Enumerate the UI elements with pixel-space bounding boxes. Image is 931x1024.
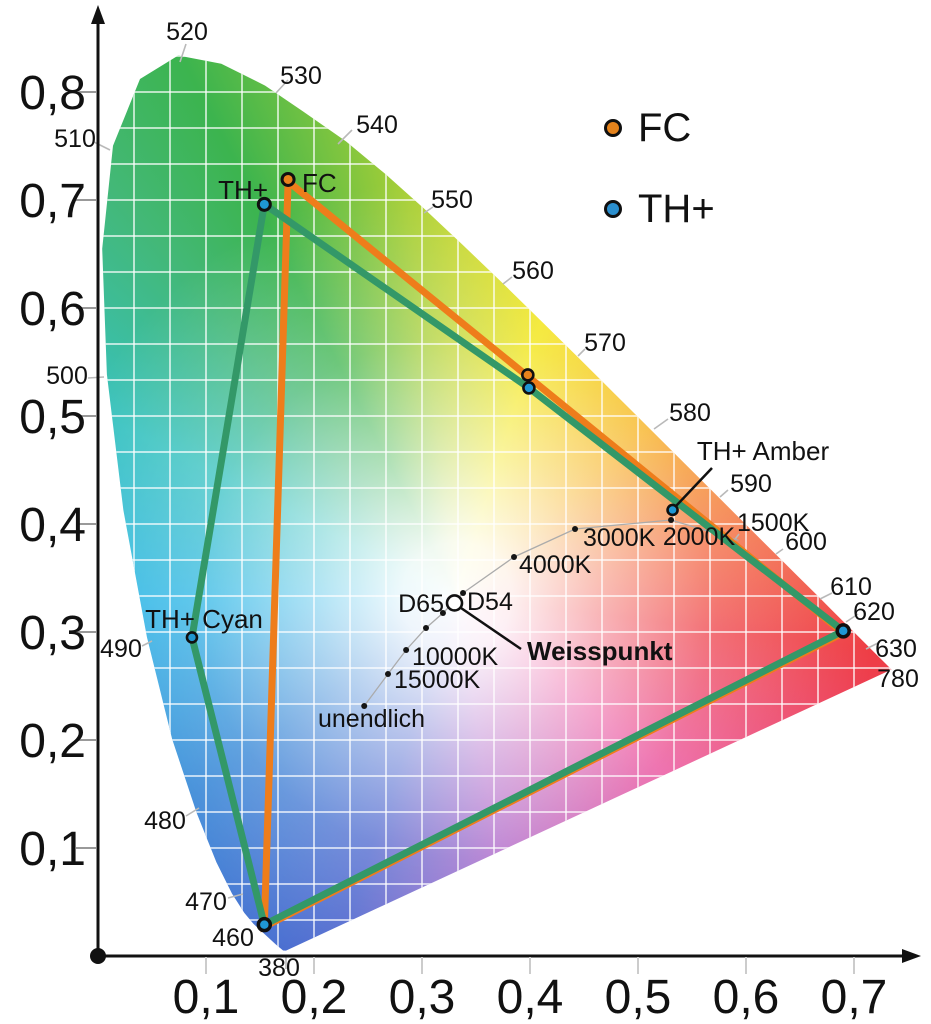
wavelength-label-510: 510 <box>54 125 96 153</box>
y-tick-label: 0,8 <box>19 67 86 120</box>
y-tick-label: 0,7 <box>19 175 86 228</box>
wavelength-label-470: 470 <box>185 888 227 916</box>
wavelength-leader-line <box>227 893 244 899</box>
legend-item-th: TH+ <box>604 183 715 235</box>
marker-th-green-primary <box>256 196 272 212</box>
wavelength-leader-line <box>819 592 833 600</box>
wavelength-leader-line <box>719 489 729 498</box>
planckian-label-2000K: 2000K <box>663 523 736 551</box>
annotation-th-amber: TH+ Amber <box>697 436 830 466</box>
wavelength-leader-line <box>179 43 187 63</box>
planckian-label-4000K: 4000K <box>519 551 592 579</box>
planckian-label-1500K: 1500K <box>737 509 810 537</box>
wavelength-leader-line <box>653 418 669 430</box>
origin-dot <box>90 948 106 964</box>
legend-label-th: TH+ <box>638 186 715 231</box>
x-axis-arrow <box>902 949 921 963</box>
y-tick-label: 0,2 <box>19 715 86 768</box>
x-tick-label: 0,5 <box>605 971 672 1024</box>
wavelength-leader-line <box>93 141 111 151</box>
planckian-label-unendlich: unendlich <box>318 705 425 733</box>
marker-th-amber-point <box>666 503 679 517</box>
marker-shared-blue-primary <box>256 916 273 933</box>
annotation-th-: TH+ <box>218 175 268 205</box>
annotation-th-cyan: TH+ Cyan <box>145 604 263 634</box>
wavelength-label-630: 630 <box>875 635 917 663</box>
wavelength-leader-line <box>845 613 859 623</box>
planckian-dot-unendlich <box>361 702 368 709</box>
gamut-th-polygon <box>188 198 850 930</box>
annotation-weisspunkt: Weisspunkt <box>527 636 673 666</box>
y-axis-arrow <box>91 5 105 24</box>
wavelength-label-610: 610 <box>830 573 872 601</box>
wavelength-leader-line <box>337 129 353 145</box>
planckian-dot-D65 <box>422 625 429 632</box>
wavelength-leader-line <box>141 640 153 647</box>
wavelength-label-620: 620 <box>853 598 895 626</box>
x-tick-label: 0,1 <box>173 971 240 1024</box>
planckian-dot-10000K <box>403 647 410 654</box>
planckian-label-D65: D65 <box>398 590 444 618</box>
x-tick-label: 0,3 <box>389 971 456 1024</box>
wavelength-leader-line <box>577 348 586 357</box>
wavelength-label-600: 600 <box>785 528 827 556</box>
wavelength-label-480: 480 <box>144 807 186 835</box>
x-tick-label: 0,7 <box>821 971 888 1024</box>
y-tick-label: 0,6 <box>19 283 86 336</box>
wavelength-label-560: 560 <box>512 257 554 285</box>
wavelength-leader-line <box>865 641 881 650</box>
x-tick-label: 0,4 <box>497 971 564 1024</box>
planckian-dot-D54 <box>460 590 467 597</box>
planckian-dot-15000K <box>384 671 391 678</box>
wavelength-label-460: 460 <box>212 924 254 952</box>
planckian-label-3000K: 3000K <box>583 524 656 552</box>
wavelength-label-530: 530 <box>280 62 322 90</box>
wavelength-label-550: 550 <box>431 186 473 214</box>
y-tick-label: 0,3 <box>19 607 86 660</box>
wavelength-label-380: 380 <box>258 954 300 982</box>
wavelength-leader-line <box>502 276 513 285</box>
wavelength-leader-line <box>423 206 434 214</box>
marker-th-lime-point <box>522 381 536 395</box>
weisspunkt-leader <box>460 606 522 651</box>
y-tick-label: 0,1 <box>19 823 86 876</box>
wavelength-label-570: 570 <box>584 329 626 357</box>
white-point-circle <box>445 594 464 612</box>
planckian-label-D54: D54 <box>467 588 513 616</box>
marker-shared-red-primary <box>835 623 851 639</box>
marker-fc-lime-point <box>521 368 535 382</box>
fc-legend-dot-icon <box>604 119 622 137</box>
planckian-dot-unlabeled <box>439 609 446 616</box>
wavelength-label-540: 540 <box>356 111 398 139</box>
y-tick-label: 0,5 <box>19 391 86 444</box>
planckian-label-15000K: 15000K <box>394 666 481 694</box>
x-tick-label: 0,2 <box>281 971 348 1024</box>
planckian-dot-3000K <box>572 525 579 532</box>
wavelength-label-500: 500 <box>46 362 88 390</box>
x-tick-label: 0,6 <box>713 971 780 1024</box>
wavelength-label-590: 590 <box>730 470 772 498</box>
wavelength-leader-line <box>87 376 105 379</box>
planckian-dot-2000K <box>668 517 675 524</box>
th-legend-dot-icon <box>604 200 622 218</box>
y-tick-label: 0,4 <box>19 499 86 552</box>
legend-label-fc: FC <box>638 105 692 150</box>
marker-th-cyan-point <box>185 631 199 644</box>
planckian-label-10000K: 10000K <box>412 643 499 671</box>
wavelength-label-580: 580 <box>669 399 711 427</box>
legend-item-fc: FC <box>604 102 691 154</box>
marker-fc-green-primary <box>280 171 296 187</box>
wavelength-leader-line <box>275 79 289 94</box>
annotation-fc: FC <box>302 168 337 198</box>
th-amber-leader <box>675 467 713 507</box>
planckian-dot-4000K <box>511 554 518 561</box>
wavelength-leader-line <box>185 807 200 817</box>
wavelength-label-520: 520 <box>166 18 208 46</box>
wavelength-label-490: 490 <box>100 635 142 663</box>
wavelength-label-780: 780 <box>877 665 919 693</box>
wavelength-leader-line <box>775 548 784 555</box>
